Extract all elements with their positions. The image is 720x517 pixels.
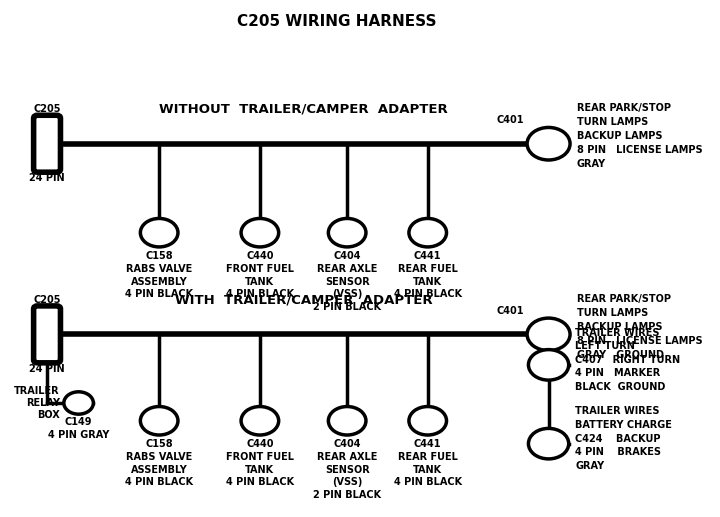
Circle shape [328,219,366,247]
Text: REAR PARK/STOP
TURN LAMPS
BACKUP LAMPS
8 PIN   LICENSE LAMPS
GRAY: REAR PARK/STOP TURN LAMPS BACKUP LAMPS 8… [577,103,703,169]
Text: C404
REAR AXLE
SENSOR
(VSS)
2 PIN BLACK: C404 REAR AXLE SENSOR (VSS) 2 PIN BLACK [313,251,381,312]
Text: C404
REAR AXLE
SENSOR
(VSS)
2 PIN BLACK: C404 REAR AXLE SENSOR (VSS) 2 PIN BLACK [313,439,381,500]
Text: TRAILER
RELAY
BOX: TRAILER RELAY BOX [14,386,60,420]
Circle shape [528,429,569,459]
Circle shape [328,406,366,435]
Text: C158
RABS VALVE
ASSEMBLY
4 PIN BLACK: C158 RABS VALVE ASSEMBLY 4 PIN BLACK [125,251,193,299]
Circle shape [528,349,569,380]
Text: WITHOUT  TRAILER/CAMPER  ADAPTER: WITHOUT TRAILER/CAMPER ADAPTER [159,103,448,116]
Text: C149
4 PIN GRAY: C149 4 PIN GRAY [48,417,109,439]
Text: TRAILER WIRES
LEFT TURN
C407   RIGHT TURN
4 PIN   MARKER
BLACK  GROUND: TRAILER WIRES LEFT TURN C407 RIGHT TURN … [575,328,680,392]
Text: C158
RABS VALVE
ASSEMBLY
4 PIN BLACK: C158 RABS VALVE ASSEMBLY 4 PIN BLACK [125,439,193,488]
Text: 24 PIN: 24 PIN [30,364,65,374]
Text: C205 WIRING HARNESS: C205 WIRING HARNESS [238,14,437,29]
Text: WITH  TRAILER/CAMPER  ADAPTER: WITH TRAILER/CAMPER ADAPTER [175,294,432,307]
Text: C440
FRONT FUEL
TANK
4 PIN BLACK: C440 FRONT FUEL TANK 4 PIN BLACK [226,439,294,488]
Text: C205: C205 [33,104,60,114]
Circle shape [140,219,178,247]
Circle shape [140,406,178,435]
Circle shape [241,406,279,435]
Circle shape [241,219,279,247]
Text: C205: C205 [33,295,60,305]
Circle shape [409,219,446,247]
Circle shape [64,392,94,414]
FancyBboxPatch shape [34,306,60,363]
Circle shape [527,318,570,351]
Circle shape [409,406,446,435]
Text: TRAILER WIRES
BATTERY CHARGE
C424    BACKUP
4 PIN    BRAKES
GRAY: TRAILER WIRES BATTERY CHARGE C424 BACKUP… [575,406,672,471]
Text: 24 PIN: 24 PIN [30,173,65,183]
Text: C440
FRONT FUEL
TANK
4 PIN BLACK: C440 FRONT FUEL TANK 4 PIN BLACK [226,251,294,299]
Circle shape [527,128,570,160]
Text: C401: C401 [496,115,523,125]
Text: C441
REAR FUEL
TANK
4 PIN BLACK: C441 REAR FUEL TANK 4 PIN BLACK [394,439,462,488]
Text: C401: C401 [496,306,523,315]
FancyBboxPatch shape [34,115,60,172]
Text: REAR PARK/STOP
TURN LAMPS
BACKUP LAMPS
8 PIN   LICENSE LAMPS
GRAY   GROUND: REAR PARK/STOP TURN LAMPS BACKUP LAMPS 8… [577,294,703,360]
Text: C441
REAR FUEL
TANK
4 PIN BLACK: C441 REAR FUEL TANK 4 PIN BLACK [394,251,462,299]
